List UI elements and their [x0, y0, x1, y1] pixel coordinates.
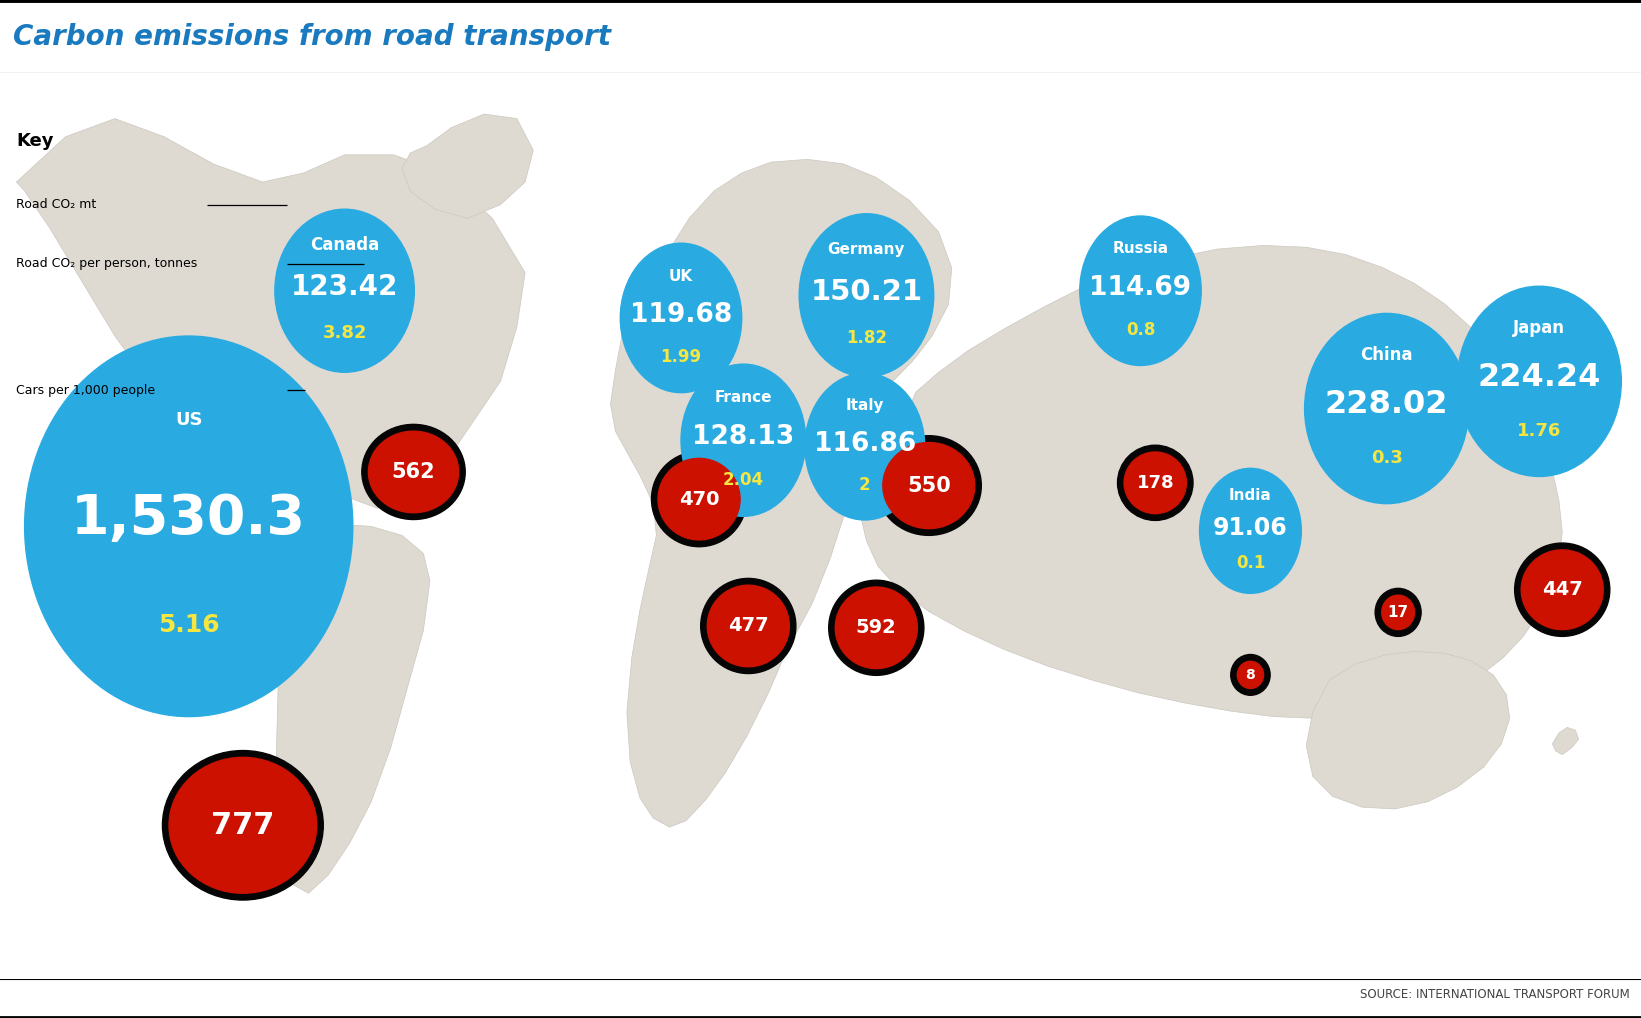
Polygon shape — [1306, 652, 1510, 809]
Text: Cars per 1,000 people: Cars per 1,000 people — [16, 384, 156, 397]
Ellipse shape — [651, 452, 747, 547]
Text: 1.82: 1.82 — [847, 329, 886, 347]
Text: 3.82: 3.82 — [322, 324, 368, 342]
Text: 178: 178 — [1137, 473, 1173, 492]
Text: China: China — [1360, 346, 1413, 364]
Ellipse shape — [1200, 468, 1301, 593]
Text: Carbon emissions from road transport: Carbon emissions from road transport — [13, 22, 610, 51]
Text: 447: 447 — [1543, 580, 1582, 600]
Ellipse shape — [658, 458, 740, 540]
Ellipse shape — [1118, 445, 1193, 520]
Text: Road CO₂ mt: Road CO₂ mt — [16, 199, 97, 211]
Text: 128.13: 128.13 — [693, 425, 794, 450]
Text: 1.99: 1.99 — [660, 348, 702, 365]
Ellipse shape — [1521, 550, 1603, 629]
Ellipse shape — [1375, 588, 1421, 636]
Text: 5.16: 5.16 — [158, 613, 220, 637]
Ellipse shape — [162, 750, 323, 900]
Text: 91.06: 91.06 — [1213, 516, 1288, 541]
Polygon shape — [610, 160, 952, 827]
Ellipse shape — [883, 443, 975, 528]
Polygon shape — [402, 114, 533, 218]
Ellipse shape — [701, 578, 796, 674]
Text: 777: 777 — [212, 810, 274, 840]
Text: US: US — [176, 410, 202, 429]
Text: 550: 550 — [907, 475, 950, 496]
Ellipse shape — [1457, 286, 1621, 476]
Text: 1.76: 1.76 — [1516, 421, 1562, 440]
Ellipse shape — [25, 336, 353, 717]
Ellipse shape — [835, 587, 917, 669]
Ellipse shape — [368, 432, 459, 513]
Ellipse shape — [361, 425, 466, 519]
Text: Russia: Russia — [1113, 241, 1168, 257]
Text: France: France — [714, 390, 773, 405]
Polygon shape — [276, 524, 430, 893]
Text: 114.69: 114.69 — [1090, 275, 1191, 300]
Ellipse shape — [1382, 596, 1415, 629]
Text: Key: Key — [16, 132, 54, 151]
Text: 8: 8 — [1246, 668, 1255, 682]
Text: 116.86: 116.86 — [814, 431, 916, 457]
Text: 470: 470 — [679, 490, 719, 509]
Ellipse shape — [1305, 314, 1469, 504]
Text: 477: 477 — [729, 617, 768, 635]
Polygon shape — [16, 119, 525, 508]
Ellipse shape — [620, 243, 742, 393]
Polygon shape — [860, 245, 1562, 719]
Polygon shape — [279, 499, 320, 535]
Text: 0.8: 0.8 — [1126, 321, 1155, 339]
Text: 592: 592 — [857, 618, 896, 637]
Text: 562: 562 — [392, 462, 435, 482]
Text: 150.21: 150.21 — [811, 278, 922, 306]
Polygon shape — [1552, 728, 1579, 754]
Text: SOURCE: INTERNATIONAL TRANSPORT FORUM: SOURCE: INTERNATIONAL TRANSPORT FORUM — [1360, 988, 1630, 1002]
Ellipse shape — [169, 757, 317, 893]
Text: 0.3: 0.3 — [1370, 449, 1403, 467]
Ellipse shape — [799, 214, 934, 377]
Text: Japan: Japan — [1513, 319, 1566, 337]
Text: 0.1: 0.1 — [1236, 555, 1265, 572]
Ellipse shape — [276, 210, 414, 373]
Ellipse shape — [681, 364, 806, 516]
Text: 224.24: 224.24 — [1477, 362, 1602, 393]
Ellipse shape — [707, 585, 789, 667]
Text: 2: 2 — [858, 475, 871, 494]
Ellipse shape — [1231, 655, 1270, 695]
Text: 123.42: 123.42 — [290, 274, 399, 301]
Text: Canada: Canada — [310, 236, 379, 254]
Text: 1,530.3: 1,530.3 — [71, 492, 307, 546]
Ellipse shape — [806, 374, 926, 520]
Text: 119.68: 119.68 — [630, 302, 732, 328]
Text: Germany: Germany — [827, 242, 906, 258]
Text: UK: UK — [670, 269, 693, 284]
Text: 2.04: 2.04 — [722, 470, 765, 489]
Text: 228.02: 228.02 — [1324, 389, 1449, 420]
Text: 17: 17 — [1388, 605, 1408, 620]
Ellipse shape — [1124, 452, 1186, 514]
Ellipse shape — [1080, 216, 1201, 365]
Ellipse shape — [876, 436, 981, 535]
Ellipse shape — [1515, 543, 1610, 636]
Ellipse shape — [829, 580, 924, 675]
Text: India: India — [1229, 489, 1272, 503]
Ellipse shape — [1237, 662, 1264, 688]
Text: Road CO₂ per person, tonnes: Road CO₂ per person, tonnes — [16, 258, 197, 270]
Text: Italy: Italy — [845, 398, 884, 413]
